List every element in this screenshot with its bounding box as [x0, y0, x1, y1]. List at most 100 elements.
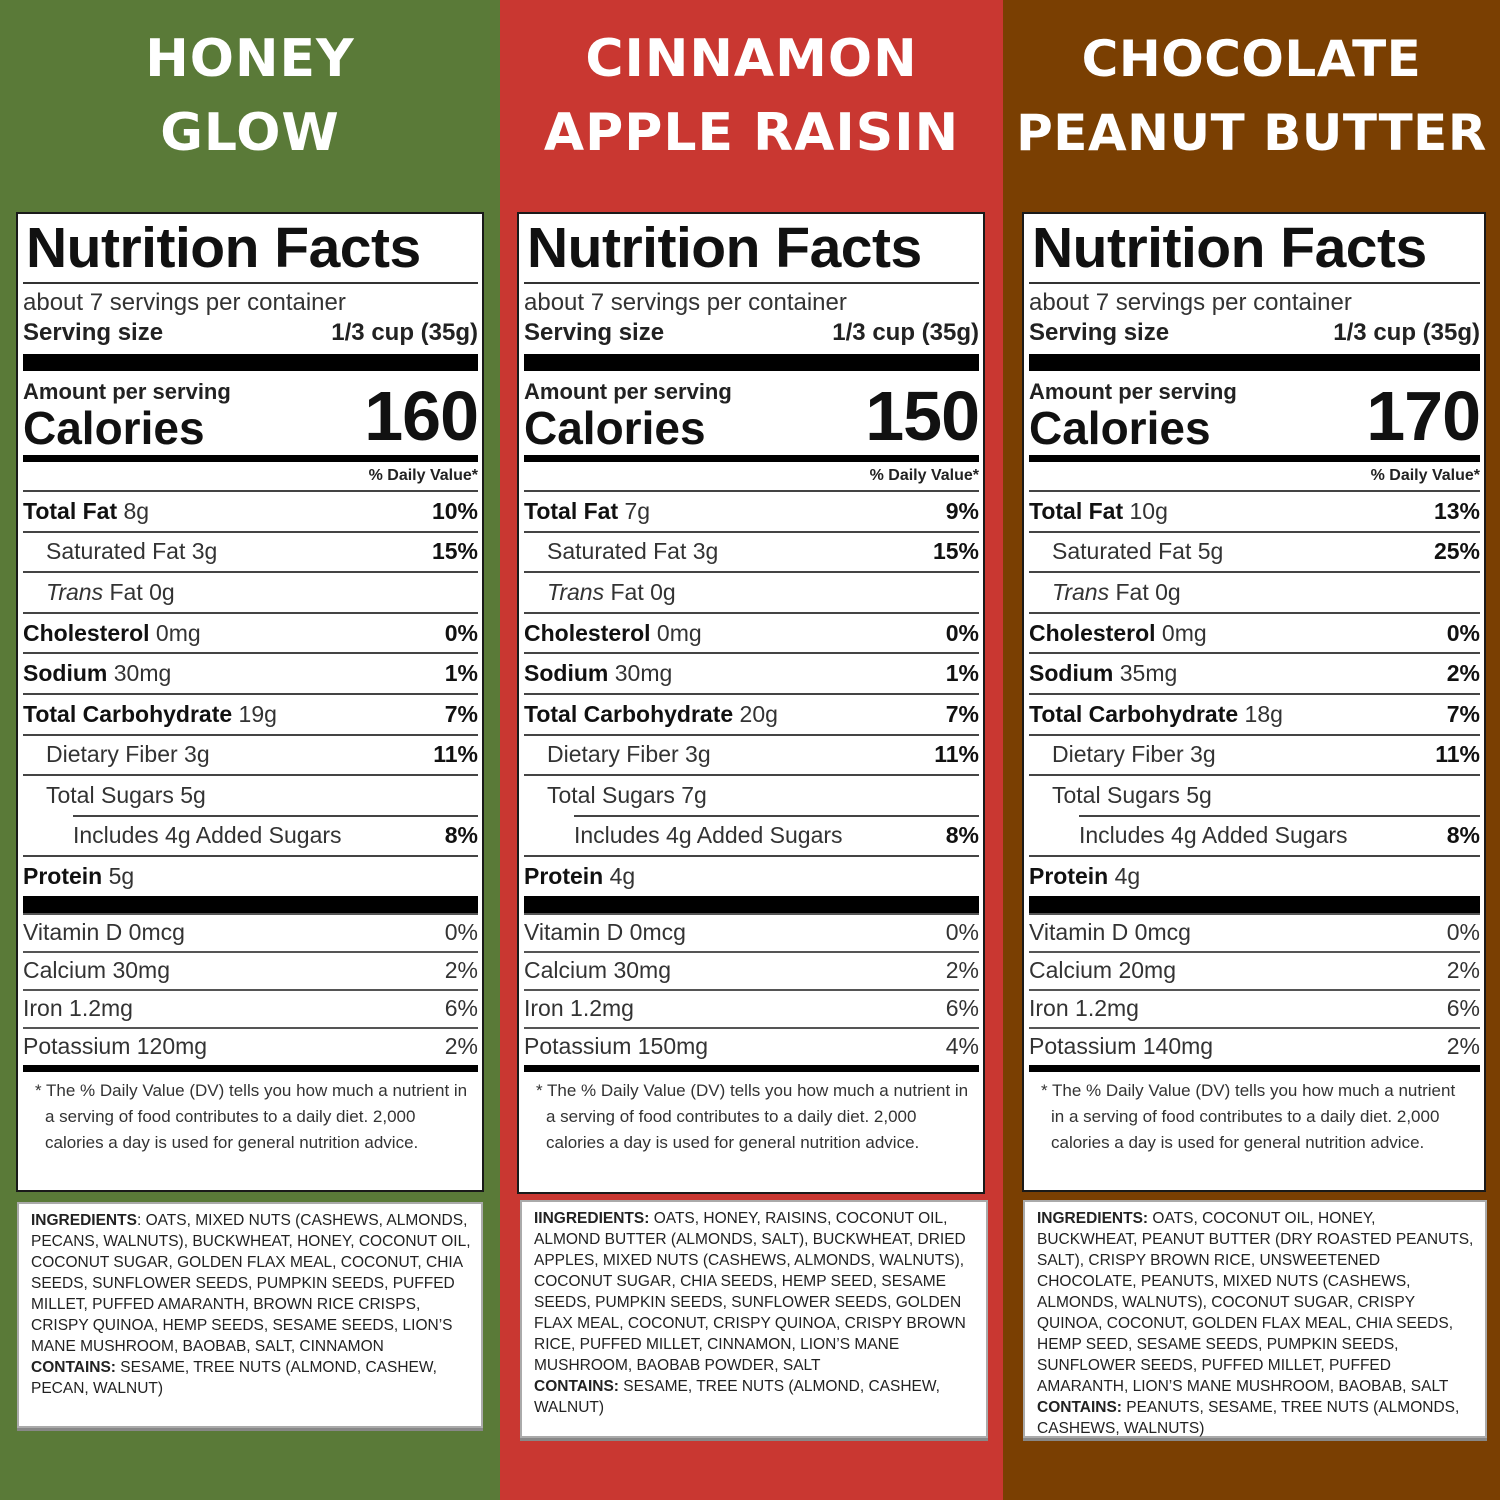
- serving-size-row: Serving size 1/3 cup (35g): [524, 318, 979, 354]
- serving-size-label: Serving size: [23, 319, 164, 346]
- divider: [1029, 455, 1480, 462]
- nutrient-row-saturated-fat: Saturated Fat 5g 25%: [1029, 530, 1480, 572]
- divider: [1029, 895, 1480, 913]
- nutrient-row-cholesterol: Cholesterol 0mg 0%: [1029, 611, 1480, 653]
- nutrient-row-cholesterol: Cholesterol 0mg 0%: [524, 611, 979, 653]
- nutrient-row-total-carbohydrate: Total Carbohydrate 20g 7%: [524, 692, 979, 734]
- divider: [524, 455, 979, 462]
- divider: [524, 895, 979, 913]
- divider: [1029, 1064, 1480, 1072]
- amount-per-serving: Amount per serving: [23, 379, 231, 404]
- nutrient-row-protein: Protein 4g: [1029, 855, 1480, 896]
- serving-size-value: 1/3 cup (35g): [832, 319, 979, 346]
- nutrition-facts-label: Nutrition Facts about 7 servings per con…: [517, 212, 985, 1194]
- serving-size-value: 1/3 cup (35g): [331, 319, 478, 346]
- daily-value-footnote: * The % Daily Value (DV) tells you how m…: [536, 1080, 969, 1152]
- vitamin-row-iron: Iron 1.2mg 6%: [1029, 988, 1480, 1027]
- product-panel-honey-glow: HONEY GLOW Nutrition Facts about 7 servi…: [0, 0, 500, 1500]
- calories-label: Calories: [23, 402, 205, 454]
- product-panel-cinnamon-apple-raisin: CINNAMON APPLE RAISIN Nutrition Facts ab…: [500, 0, 1003, 1500]
- vitamin-row-iron: Iron 1.2mg 6%: [524, 988, 979, 1027]
- divider: [23, 1064, 478, 1072]
- vitamin-row-potassium: Potassium 120mg 2%: [23, 1026, 478, 1065]
- calories-block: Amount per serving Calories 150: [524, 371, 980, 455]
- title-line-2: GLOW: [160, 103, 340, 163]
- ingredients-label: INGREDIENTS: [31, 1212, 137, 1229]
- divider: [524, 1064, 979, 1072]
- ingredients-list: OATS, COCONUT OIL, HONEY, BUCKWHEAT, PEA…: [1037, 1210, 1474, 1395]
- nutrient-row-total-carbohydrate: Total Carbohydrate 19g 7%: [23, 692, 478, 734]
- divider: [23, 455, 478, 462]
- divider: [23, 354, 478, 371]
- vitamin-row-calcium: Calcium 30mg 2%: [524, 950, 979, 989]
- serving-size-label: Serving size: [524, 319, 665, 346]
- divider: [23, 895, 478, 913]
- nutrient-row-added-sugars: Includes 4g Added Sugars 8%: [524, 814, 979, 856]
- nutrient-row-dietary-fiber: Dietary Fiber 3g 11%: [23, 733, 478, 775]
- nutrient-row-trans-fat: Trans Fat 0g: [524, 571, 979, 612]
- nutrition-facts-heading: Nutrition Facts: [527, 216, 922, 280]
- serving-size-row: Serving size 1/3 cup (35g): [1029, 318, 1480, 354]
- product-panel-chocolate-peanut-butter: CHOCOLATE PEANUT BUTTER Nutrition Facts …: [1003, 0, 1500, 1500]
- servings-per-container: about 7 servings per container: [524, 289, 847, 316]
- nutrient-row-saturated-fat: Saturated Fat 3g 15%: [524, 530, 979, 572]
- amount-per-serving: Amount per serving: [1029, 379, 1237, 404]
- title-line-2: PEANUT BUTTER: [1016, 104, 1487, 162]
- vitamin-row-calcium: Calcium 30mg 2%: [23, 950, 478, 989]
- title-line-2: APPLE RAISIN: [543, 103, 960, 163]
- ingredients-list: OATS, MIXED NUTS (CASHEWS, ALMONDS, PECA…: [31, 1212, 471, 1355]
- contains-label: CONTAINS:: [31, 1359, 116, 1376]
- nutrient-row-total-sugars: Total Sugars 7g: [524, 774, 979, 815]
- calories-block: Amount per serving Calories 160: [23, 371, 479, 455]
- product-title: HONEY GLOW: [0, 22, 500, 170]
- nutrient-row-dietary-fiber: Dietary Fiber 3g 11%: [524, 733, 979, 775]
- nutrient-row-saturated-fat: Saturated Fat 3g 15%: [23, 530, 478, 572]
- amount-per-serving: Amount per serving: [524, 379, 732, 404]
- nutrition-facts-label: Nutrition Facts about 7 servings per con…: [1022, 212, 1486, 1192]
- nutrient-row-total-fat: Total Fat 7g 9%: [524, 490, 979, 531]
- contains-label: CONTAINS:: [534, 1378, 619, 1395]
- nutrient-row-protein: Protein 5g: [23, 855, 478, 896]
- nutrient-row-total-sugars: Total Sugars 5g: [23, 774, 478, 815]
- contains-label: CONTAINS:: [1037, 1399, 1122, 1416]
- daily-value-footnote: * The % Daily Value (DV) tells you how m…: [1041, 1080, 1456, 1152]
- nutrient-row-added-sugars: Includes 4g Added Sugars 8%: [1029, 814, 1480, 856]
- nutrient-row-total-fat: Total Fat 8g 10%: [23, 490, 478, 531]
- daily-value-header: % Daily Value*: [368, 467, 478, 484]
- serving-size-label: Serving size: [1029, 319, 1170, 346]
- allergens-list: PEANUTS, SESAME, TREE NUTS (ALMONDS, CAS…: [1037, 1399, 1460, 1437]
- vitamin-row-vitamin-d: Vitamin D 0mcg 0%: [524, 912, 979, 951]
- vitamin-row-potassium: Potassium 150mg 4%: [524, 1026, 979, 1065]
- serving-size-row: Serving size 1/3 cup (35g): [23, 318, 478, 354]
- ingredients-list: OATS, HONEY, RAISINS, COCONUT OIL, ALMON…: [534, 1210, 966, 1374]
- ingredients-label: IINGREDIENTS:: [534, 1210, 650, 1227]
- title-line-1: CHOCOLATE: [1081, 30, 1422, 88]
- nutrient-row-total-fat: Total Fat 10g 13%: [1029, 490, 1480, 531]
- ingredients-box: INGREDIENTS: OATS, MIXED NUTS (CASHEWS, …: [17, 1202, 483, 1428]
- calories-value: 170: [1366, 377, 1481, 455]
- nutrient-row-trans-fat: Trans Fat 0g: [1029, 571, 1480, 612]
- divider: [1029, 354, 1480, 371]
- vitamin-row-iron: Iron 1.2mg 6%: [23, 988, 478, 1027]
- product-title: CHOCOLATE PEANUT BUTTER: [1003, 22, 1500, 170]
- allergens-list: SESAME, TREE NUTS (ALMOND, CASHEW, WALNU…: [534, 1378, 940, 1416]
- daily-value-footnote: * The % Daily Value (DV) tells you how m…: [35, 1080, 468, 1152]
- nutrient-row-total-carbohydrate: Total Carbohydrate 18g 7%: [1029, 692, 1480, 734]
- ingredients-box: INGREDIENTS: OATS, COCONUT OIL, HONEY, B…: [1023, 1200, 1487, 1438]
- nutrient-row-sodium: Sodium 30mg 1%: [23, 652, 478, 693]
- servings-per-container: about 7 servings per container: [23, 289, 346, 316]
- title-line-1: HONEY: [145, 29, 355, 89]
- calories-label: Calories: [1029, 402, 1211, 454]
- serving-size-value: 1/3 cup (35g): [1333, 319, 1480, 346]
- calories-block: Amount per serving Calories 170: [1029, 371, 1481, 455]
- daily-value-header: % Daily Value*: [1370, 467, 1480, 484]
- ingredients-box: IINGREDIENTS: OATS, HONEY, RAISINS, COCO…: [520, 1200, 988, 1438]
- vitamin-row-calcium: Calcium 20mg 2%: [1029, 950, 1480, 989]
- title-line-1: CINNAMON: [585, 29, 918, 89]
- calories-label: Calories: [524, 402, 706, 454]
- vitamin-row-potassium: Potassium 140mg 2%: [1029, 1026, 1480, 1065]
- nutrient-row-protein: Protein 4g: [524, 855, 979, 896]
- nutrition-facts-heading: Nutrition Facts: [26, 216, 421, 280]
- nutrition-facts-heading: Nutrition Facts: [1032, 216, 1427, 280]
